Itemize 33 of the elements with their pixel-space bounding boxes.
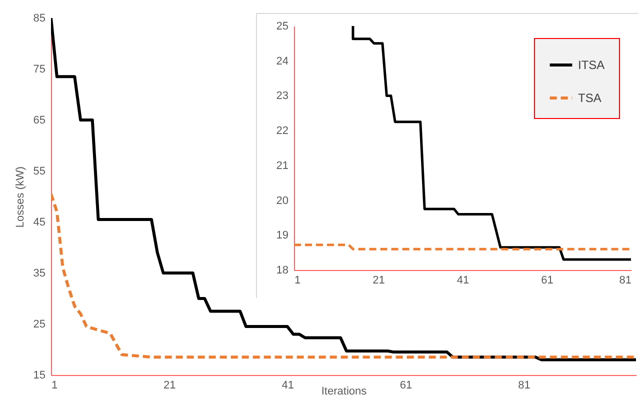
y-tick-label: 23 xyxy=(276,90,288,102)
line-series xyxy=(51,192,636,359)
x-tick-label: 21 xyxy=(372,274,385,286)
y-tick-label: 25 xyxy=(33,318,46,330)
y-tick-label: 20 xyxy=(276,194,288,207)
x-tick-label: 41 xyxy=(456,274,470,286)
line-series xyxy=(352,26,631,261)
y-tick-label: 25 xyxy=(276,20,288,32)
y-tick-label: 24 xyxy=(276,55,288,68)
x-tick-label: 81 xyxy=(619,274,632,286)
y-tick-label: 55 xyxy=(33,166,46,178)
y-tick-label: 65 xyxy=(33,114,46,126)
x-axis-title: Iterations xyxy=(321,386,368,398)
y-tick-label: 85 xyxy=(33,12,46,24)
y-tick-label: 75 xyxy=(33,64,46,76)
legend-label: ITSA xyxy=(578,58,605,72)
line-series xyxy=(51,18,636,362)
y-tick-label: 15 xyxy=(33,370,46,382)
y-axis-title: Losses (kW) xyxy=(14,166,26,228)
legend-label: TSA xyxy=(578,91,602,105)
y-tick-label: 45 xyxy=(33,216,46,228)
y-tick-label: 21 xyxy=(276,160,288,172)
x-tick-label: 1 xyxy=(52,380,58,392)
y-tick-label: 18 xyxy=(276,264,288,276)
x-tick-label: 61 xyxy=(400,380,412,392)
y-tick-label: 19 xyxy=(276,230,288,242)
x-tick-label: 1 xyxy=(294,274,301,286)
x-tick-label: 61 xyxy=(541,274,554,286)
x-tick-label: 41 xyxy=(282,380,294,392)
x-tick-label: 81 xyxy=(518,380,530,392)
x-tick-label: 21 xyxy=(164,380,176,392)
y-tick-label: 35 xyxy=(33,268,46,280)
y-tick-label: 22 xyxy=(276,125,288,138)
